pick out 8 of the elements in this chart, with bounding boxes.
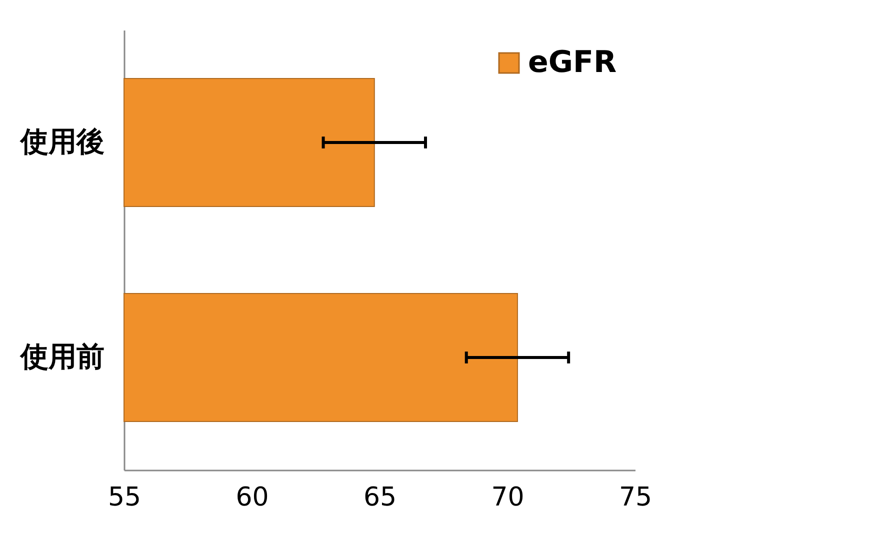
x-tick-label: 65 bbox=[363, 482, 397, 512]
x-tick-label: 60 bbox=[236, 482, 269, 512]
y-tick-label: 使用前 bbox=[20, 340, 104, 373]
x-tick-label: 75 bbox=[618, 482, 652, 512]
y-tick-label: 使用後 bbox=[20, 125, 104, 158]
x-tick-label: 55 bbox=[108, 482, 142, 512]
legend-label: eGFR bbox=[528, 45, 617, 80]
x-tick-label: 70 bbox=[491, 482, 524, 512]
